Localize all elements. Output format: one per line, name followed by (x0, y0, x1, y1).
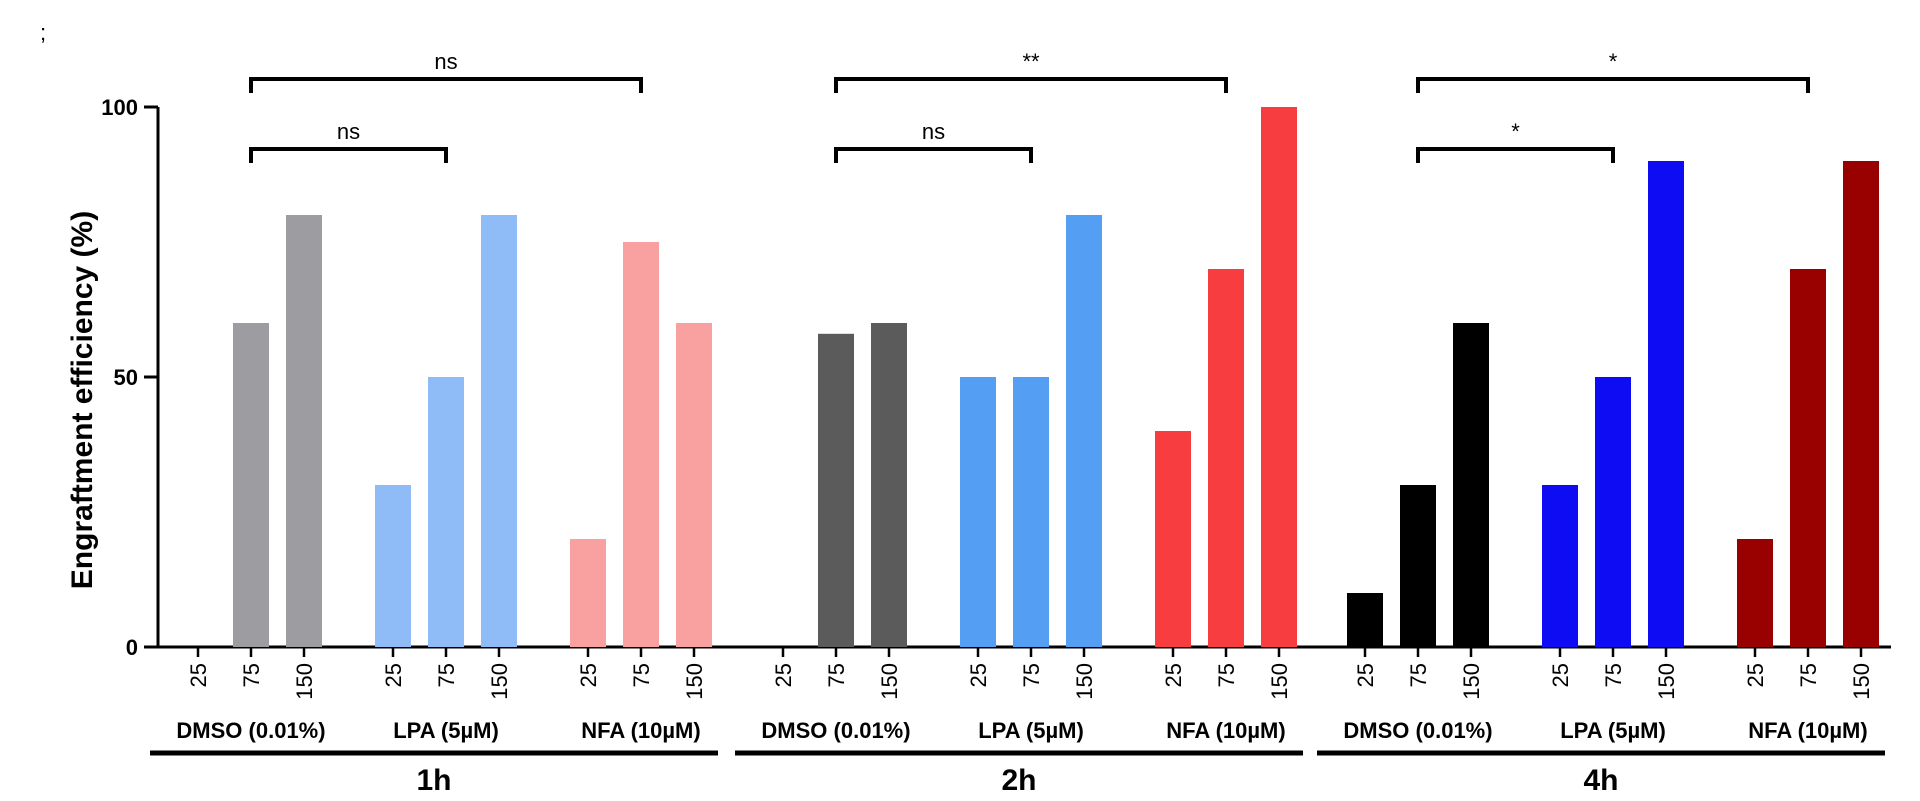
dose-label: 75 (434, 663, 459, 687)
dose-label: 25 (186, 663, 211, 687)
bar (1261, 107, 1297, 647)
y-tick-label: 100 (101, 95, 138, 120)
dose-label: 150 (1849, 663, 1874, 700)
bar (1453, 323, 1489, 647)
dose-label: 75 (1214, 663, 1239, 687)
dose-label: 150 (682, 663, 707, 700)
y-tick-label: 0 (126, 635, 138, 660)
bar (623, 242, 659, 647)
dose-label: 75 (1796, 663, 1821, 687)
dose-label: 75 (629, 663, 654, 687)
significance-label: ** (1022, 49, 1040, 74)
bar (286, 215, 322, 647)
treatment-label: NFA (10µM) (581, 718, 700, 743)
significance-label: ns (922, 119, 945, 144)
y-tick-label: 50 (114, 365, 138, 390)
treatment-label: LPA (5µM) (1560, 718, 1666, 743)
panel-letter: ; (40, 20, 46, 45)
bar (1843, 161, 1879, 647)
time-group-label: 1h (416, 764, 451, 797)
dose-label: 150 (487, 663, 512, 700)
dose-label: 25 (576, 663, 601, 687)
bar (1737, 539, 1773, 647)
bar (1595, 377, 1631, 647)
dose-label: 25 (1161, 663, 1186, 687)
labels: 25 75 150 DMSO (0.01%) 25 75 150 LPA (5µM) 25 75 1… (176, 663, 1874, 797)
dose-label: 150 (292, 663, 317, 700)
significance-bracket (1416, 147, 1615, 163)
dose-label: 75 (824, 663, 849, 687)
dose-label: 25 (966, 663, 991, 687)
bar (1790, 269, 1826, 647)
bar (481, 215, 517, 647)
treatment-label: LPA (5µM) (978, 718, 1084, 743)
dose-label: 75 (1019, 663, 1044, 687)
dose-label: 25 (1548, 663, 1573, 687)
significance-bracket (249, 147, 448, 163)
bar (375, 485, 411, 647)
significance-label: ns (434, 49, 457, 74)
y-axis-label: Engraftment efficiency (%) (66, 211, 99, 589)
time-group-label: 2h (1001, 764, 1036, 797)
bar (676, 323, 712, 647)
dose-label: 150 (1072, 663, 1097, 700)
treatment-label: NFA (10µM) (1166, 718, 1285, 743)
bar (1347, 593, 1383, 647)
dose-label: 25 (771, 663, 796, 687)
dose-label: 25 (381, 663, 406, 687)
treatment-label: DMSO (0.01%) (1343, 718, 1492, 743)
bar (1013, 377, 1049, 647)
bar (1542, 485, 1578, 647)
bar (871, 323, 907, 647)
bar (1208, 269, 1244, 647)
dose-label: 25 (1353, 663, 1378, 687)
bars (233, 107, 1879, 647)
significance-bracket (1416, 77, 1810, 93)
bar (1066, 215, 1102, 647)
dose-label: 25 (1743, 663, 1768, 687)
significance-label: * (1609, 49, 1618, 74)
treatment-label: DMSO (0.01%) (176, 718, 325, 743)
dose-label: 75 (1601, 663, 1626, 687)
treatment-label: DMSO (0.01%) (761, 718, 910, 743)
bar (233, 323, 269, 647)
dose-label: 75 (1406, 663, 1431, 687)
bar (570, 539, 606, 647)
dose-label: 150 (1654, 663, 1679, 700)
significance-bracket (834, 147, 1033, 163)
significance-bracket (834, 77, 1228, 93)
bar (1400, 485, 1436, 647)
time-group-label: 4h (1583, 764, 1618, 797)
significance-label: ns (337, 119, 360, 144)
dose-label: 150 (1459, 663, 1484, 700)
bar (960, 377, 996, 647)
bar (428, 377, 464, 647)
dose-label: 75 (239, 663, 264, 687)
bar (818, 333, 854, 647)
treatment-label: NFA (10µM) (1748, 718, 1867, 743)
dose-label: 150 (1267, 663, 1292, 700)
dose-label: 150 (877, 663, 902, 700)
treatment-label: LPA (5µM) (393, 718, 499, 743)
bar (1155, 431, 1191, 647)
significance-label: * (1511, 119, 1520, 144)
bar (1648, 161, 1684, 647)
significance-bracket (249, 77, 643, 93)
